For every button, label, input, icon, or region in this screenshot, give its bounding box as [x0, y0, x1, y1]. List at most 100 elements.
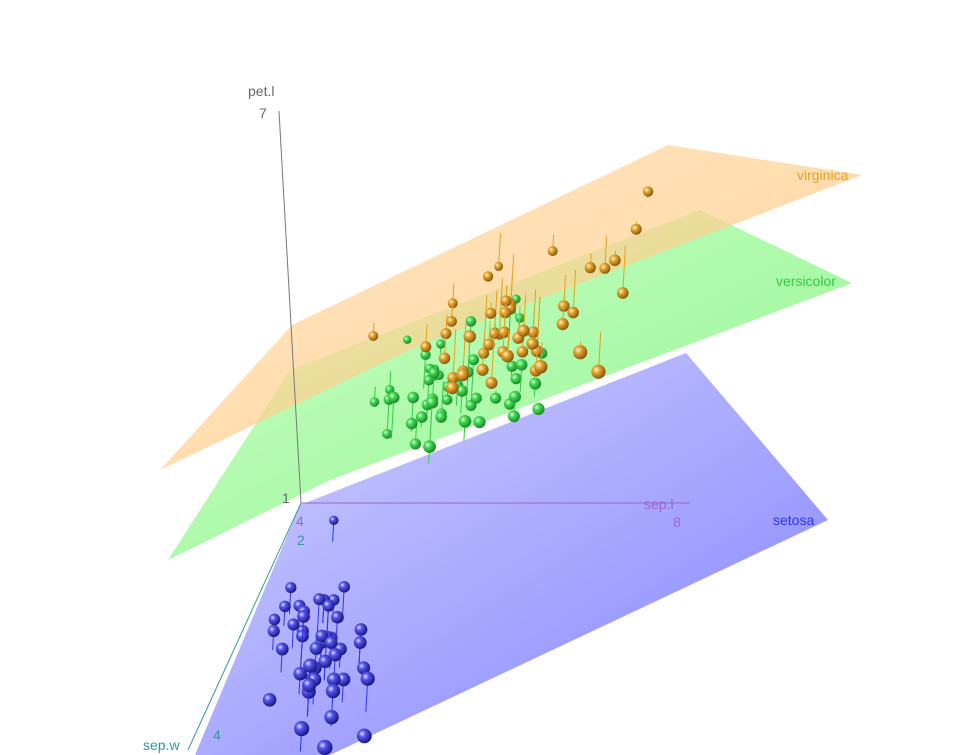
point-versicolor-40[interactable]	[420, 349, 431, 360]
point-virginica-35[interactable]	[616, 287, 629, 299]
point-virginica-22[interactable]	[630, 223, 642, 235]
point-virginica-17[interactable]	[573, 345, 588, 360]
point-virginica-20[interactable]	[526, 337, 539, 350]
point-setosa-14[interactable]	[356, 728, 372, 744]
point-virginica-42[interactable]	[446, 316, 457, 327]
point-virginica-7[interactable]	[584, 262, 596, 274]
point-virginica-45[interactable]	[516, 345, 529, 358]
point-virginica-31[interactable]	[591, 364, 606, 379]
point-setosa-33[interactable]	[317, 739, 333, 755]
point-virginica-6[interactable]	[368, 330, 379, 341]
point-virginica-34[interactable]	[482, 271, 494, 282]
point-virginica-9[interactable]	[533, 359, 548, 374]
point-versicolor-10[interactable]	[403, 335, 412, 344]
point-versicolor-16[interactable]	[407, 391, 419, 404]
point-virginica-37[interactable]	[482, 338, 495, 351]
point-setosa-32[interactable]	[294, 721, 310, 737]
point-virginica-5[interactable]	[609, 254, 621, 267]
point-versicolor-45[interactable]	[415, 411, 428, 423]
point-virginica-14[interactable]	[440, 328, 452, 340]
point-setosa-41[interactable]	[329, 515, 339, 526]
point-virginica-44[interactable]	[501, 349, 514, 363]
point-versicolor-24[interactable]	[490, 392, 502, 404]
point-setosa-37[interactable]	[293, 666, 307, 681]
point-virginica-21[interactable]	[420, 341, 432, 353]
point-virginica-18[interactable]	[642, 186, 654, 197]
z-tick-max: 7	[259, 105, 267, 121]
stem-virginica-35	[622, 245, 626, 293]
point-versicolor-33[interactable]	[465, 316, 477, 327]
stem-virginica-19	[498, 233, 501, 267]
y-tick-min: 2	[297, 532, 305, 548]
point-versicolor-20[interactable]	[426, 396, 439, 409]
point-versicolor-5[interactable]	[428, 367, 440, 379]
point-setosa-43[interactable]	[309, 641, 323, 655]
point-versicolor-41[interactable]	[456, 385, 468, 397]
point-virginica-30[interactable]	[599, 262, 611, 274]
series-label-versicolor: versicolor	[776, 273, 836, 289]
point-versicolor-2[interactable]	[529, 377, 542, 390]
point-setosa-5[interactable]	[325, 683, 341, 699]
point-setosa-31[interactable]	[353, 636, 367, 649]
point-setosa-10[interactable]	[336, 672, 351, 687]
point-setosa-25[interactable]	[338, 581, 351, 593]
point-versicolor-27[interactable]	[515, 359, 528, 371]
point-virginica-29[interactable]	[567, 306, 579, 319]
point-versicolor-0[interactable]	[532, 402, 545, 416]
point-virginica-49[interactable]	[438, 352, 451, 365]
point-setosa-23[interactable]	[331, 610, 344, 624]
point-versicolor-15[interactable]	[507, 410, 520, 423]
point-setosa-6[interactable]	[275, 642, 289, 656]
point-virginica-8[interactable]	[547, 246, 558, 257]
point-setosa-30[interactable]	[313, 593, 326, 606]
point-versicolor-34[interactable]	[387, 391, 400, 404]
point-virginica-0[interactable]	[463, 330, 477, 343]
point-setosa-17[interactable]	[318, 654, 332, 668]
point-versicolor-36[interactable]	[508, 390, 521, 403]
point-virginica-10[interactable]	[485, 376, 498, 389]
point-versicolor-32[interactable]	[441, 394, 453, 406]
point-setosa-8[interactable]	[285, 581, 297, 594]
point-versicolor-38[interactable]	[405, 417, 418, 430]
point-setosa-44[interactable]	[303, 658, 318, 673]
point-versicolor-47[interactable]	[470, 392, 482, 404]
point-setosa-34[interactable]	[322, 599, 335, 612]
point-virginica-48[interactable]	[445, 381, 459, 395]
point-setosa-27[interactable]	[328, 648, 342, 662]
point-setosa-24[interactable]	[297, 610, 310, 623]
point-virginica-43[interactable]	[517, 324, 530, 337]
point-virginica-19[interactable]	[494, 261, 504, 271]
point-versicolor-3[interactable]	[436, 339, 446, 349]
y-axis-line	[187, 502, 302, 751]
point-versicolor-7[interactable]	[369, 397, 380, 407]
point-versicolor-1[interactable]	[473, 415, 486, 429]
point-virginica-15[interactable]	[476, 363, 489, 376]
point-versicolor-48[interactable]	[382, 428, 393, 439]
point-setosa-46[interactable]	[302, 678, 317, 693]
point-versicolor-8[interactable]	[510, 373, 522, 385]
point-versicolor-23[interactable]	[468, 354, 480, 366]
point-virginica-25[interactable]	[556, 318, 569, 331]
point-setosa-16[interactable]	[324, 709, 339, 725]
point-setosa-38[interactable]	[279, 600, 291, 613]
point-versicolor-6[interactable]	[458, 414, 472, 428]
point-setosa-13[interactable]	[268, 613, 281, 626]
point-setosa-26[interactable]	[315, 629, 329, 643]
point-setosa-20[interactable]	[354, 623, 368, 636]
point-virginica-36[interactable]	[456, 368, 470, 382]
point-setosa-36[interactable]	[357, 661, 371, 675]
point-setosa-18[interactable]	[360, 671, 375, 686]
point-setosa-48[interactable]	[326, 672, 341, 687]
point-setosa-22[interactable]	[262, 693, 277, 707]
point-versicolor-14[interactable]	[409, 438, 422, 450]
point-virginica-32[interactable]	[500, 295, 512, 307]
point-versicolor-11[interactable]	[435, 411, 447, 423]
point-versicolor-4[interactable]	[506, 360, 518, 372]
point-versicolor-35[interactable]	[423, 440, 436, 454]
point-setosa-47[interactable]	[287, 618, 300, 631]
point-setosa-42[interactable]	[267, 624, 280, 638]
point-virginica-3[interactable]	[485, 307, 497, 319]
point-setosa-39[interactable]	[324, 636, 338, 649]
stem-versicolor-40	[423, 354, 426, 389]
